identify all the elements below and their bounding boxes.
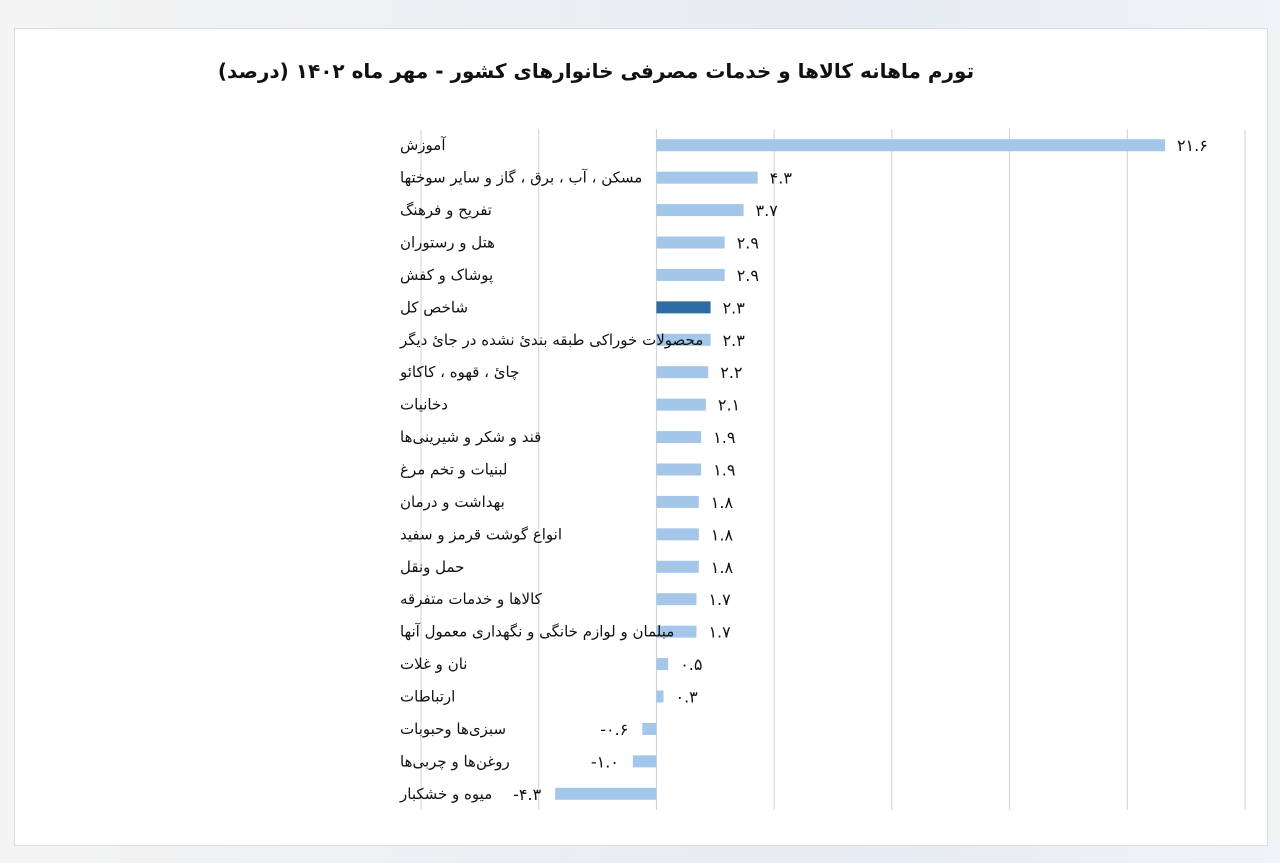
- data-labels: ۲۱.۶ ۴.۳ ۳.۷ ۲.۹ ۲.۹ ۲.۳ ۲.۳ ۲.۲ ۲.۱ ۱.۹ ۱.۹ ۱.۸ ۱.۸…: [513, 136, 1208, 804]
- bar: [632, 755, 657, 768]
- bar: [656, 658, 669, 671]
- data-label: ۳.۷: [756, 201, 779, 220]
- data-label: ۲.۳: [723, 298, 746, 317]
- data-label: -۱.۰: [591, 752, 619, 771]
- bar: [656, 495, 699, 508]
- category-label: میوه و خشکبار: [399, 785, 492, 803]
- bar: [656, 139, 1165, 152]
- bar: [642, 722, 657, 735]
- category-label: مبلمان و لوازم خانگی و نگهداری معمول آنه…: [400, 623, 674, 641]
- bar: [656, 301, 711, 314]
- category-label: سبزی‌ها وحبوبات: [400, 720, 506, 738]
- category-label: ارتباطات: [400, 688, 455, 706]
- data-label: ۰.۳: [675, 688, 698, 707]
- data-label: -۰.۶: [600, 720, 628, 739]
- data-label: ۲.۱: [718, 396, 740, 415]
- bar: [656, 333, 711, 346]
- category-label: دخانیات: [400, 396, 448, 414]
- bar: [656, 625, 697, 638]
- bars: [555, 139, 1165, 800]
- bar: [656, 236, 725, 249]
- category-label: آموزش: [400, 136, 446, 154]
- data-label: ۰.۵: [680, 655, 702, 674]
- category-label: انواع گوشت قرمز و سفید: [400, 525, 562, 543]
- data-label: -۴.۳: [513, 785, 541, 804]
- data-label: ۴.۳: [770, 169, 793, 188]
- chart-card: [14, 28, 1268, 846]
- category-label: هتل و رستوران: [400, 234, 495, 252]
- category-label: روغن‌ها و چربی‌ها: [400, 752, 510, 770]
- category-label: محصولات خوراکی طبقه بندئ نشده در جائ دیگ…: [399, 331, 703, 349]
- bar: [656, 204, 744, 217]
- category-label: شاخص کل: [400, 298, 468, 316]
- category-label: لبنیات و تخم مرغ: [400, 461, 508, 479]
- data-label: ۲.۲: [720, 363, 742, 382]
- data-label: ۱.۸: [711, 493, 734, 512]
- bar: [656, 366, 709, 379]
- data-label: ۱.۷: [708, 590, 731, 609]
- category-label: قند و شکر و شیرینی‌ها: [400, 428, 541, 446]
- bar: [656, 690, 664, 703]
- data-label: ۲۱.۶: [1177, 136, 1208, 155]
- chart-title: تورم ماهانه کالاها و خدمات مصرفی خانواره…: [218, 59, 974, 83]
- category-label: پوشاک و کفش: [400, 266, 493, 285]
- bar: [555, 787, 657, 800]
- category-labels: آموزش مسکن ، آب ، برق ، گاز و سایر سوختها…: [399, 136, 703, 803]
- category-label: تفریح و فرهنگ: [400, 201, 492, 219]
- category-label: حمل ونقل: [400, 558, 464, 576]
- bar: [656, 528, 699, 541]
- data-label: ۱.۸: [711, 558, 734, 577]
- category-label: کالاها و خدمات متفرقه: [400, 590, 543, 608]
- category-label: مسکن ، آب ، برق ، گاز و سایر سوختها: [400, 169, 642, 187]
- bar: [656, 560, 699, 573]
- data-label: ۱.۷: [708, 623, 731, 642]
- category-label: نان و غلات: [400, 655, 467, 673]
- bar: [656, 463, 702, 476]
- bar: [656, 593, 697, 606]
- data-label: ۱.۹: [713, 428, 735, 447]
- category-label: بهداشت و درمان: [400, 493, 505, 511]
- bar: [656, 171, 758, 184]
- bar: [656, 431, 702, 444]
- data-label: ۲.۹: [737, 234, 759, 253]
- gridlines: [420, 129, 1246, 810]
- data-label: ۲.۳: [723, 331, 746, 350]
- category-label: چائ ، قهوه ، کاکائو: [399, 363, 519, 381]
- bar: [656, 398, 706, 411]
- data-label: ۲.۹: [737, 266, 759, 285]
- data-label: ۱.۸: [711, 525, 734, 544]
- bar: [656, 268, 725, 281]
- data-label: ۱.۹: [713, 461, 735, 480]
